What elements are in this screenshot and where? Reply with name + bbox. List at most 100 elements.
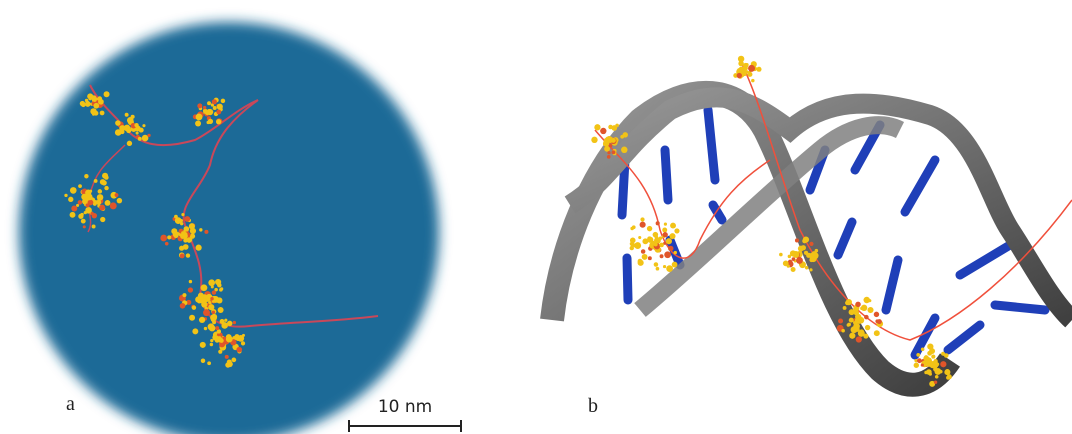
cluster-dot	[863, 297, 869, 303]
cluster-dot	[655, 236, 658, 239]
cluster-dot	[138, 137, 142, 141]
cluster-dot	[666, 238, 672, 244]
cluster-dot	[199, 228, 202, 231]
cluster-dot	[809, 268, 812, 271]
cluster-dot	[80, 101, 85, 106]
cluster-dot	[211, 317, 214, 320]
cluster-dot	[182, 293, 186, 297]
cluster-dot	[611, 125, 617, 131]
cluster-dot	[662, 228, 667, 233]
cluster-dot	[604, 146, 610, 152]
cluster-dot	[630, 246, 634, 250]
cluster-dot	[147, 134, 150, 137]
cluster-dot	[846, 299, 852, 305]
cluster-dot	[183, 244, 189, 250]
cluster-dot	[195, 121, 201, 127]
cluster-dot	[70, 187, 77, 194]
cluster-dot	[212, 99, 217, 104]
cluster-dot	[201, 284, 208, 291]
cluster-dot	[78, 184, 82, 188]
cluster-dot	[940, 361, 946, 367]
cluster-dot	[855, 302, 860, 307]
cluster-dot	[611, 138, 616, 143]
cluster-dot	[175, 217, 182, 224]
cluster-dot	[621, 147, 627, 153]
cluster-dot	[939, 370, 943, 374]
cluster-dot	[165, 242, 169, 246]
cluster-dot	[104, 175, 109, 180]
cluster-dot	[216, 110, 221, 115]
cluster-dot	[236, 347, 242, 353]
cluster-dot	[787, 265, 790, 268]
cluster-dot	[127, 141, 132, 146]
cluster-dot	[221, 322, 228, 329]
cluster-dot	[84, 174, 88, 178]
cluster-dot	[756, 67, 761, 72]
cluster-dot	[594, 124, 600, 130]
cluster-dot	[600, 128, 606, 134]
cluster-dot	[199, 317, 205, 323]
cluster-dot	[88, 95, 91, 98]
cluster-dot	[242, 334, 245, 337]
cluster-dot	[83, 225, 86, 228]
panel-b	[552, 56, 1072, 387]
cluster-dot	[70, 212, 76, 218]
cluster-dot	[181, 213, 184, 216]
cluster-dot	[233, 321, 236, 324]
cluster-dot	[201, 301, 207, 307]
cluster-dot	[660, 254, 664, 258]
cluster-dot	[192, 328, 198, 334]
cluster-dot	[672, 262, 678, 268]
cluster-dot	[791, 267, 796, 272]
scale-bar-label: 10 nm	[378, 397, 432, 417]
cluster-dot	[796, 257, 803, 264]
cluster-dot	[748, 65, 755, 72]
cluster-dot	[81, 219, 86, 224]
cluster-dot	[656, 221, 660, 225]
cluster-dot	[874, 330, 880, 336]
cluster-dot	[115, 193, 119, 197]
cluster-dot	[921, 347, 925, 351]
cluster-dot	[180, 303, 186, 309]
cluster-dot	[204, 230, 208, 234]
cluster-dot	[929, 361, 936, 368]
figure: a b 10 nm	[0, 0, 1072, 434]
cluster-dot	[809, 242, 813, 246]
cluster-dot	[877, 319, 882, 324]
cluster-dot	[174, 233, 179, 238]
cluster-dot	[136, 131, 139, 134]
cluster-dot	[221, 99, 226, 104]
cluster-dot	[97, 194, 104, 201]
cluster-dot	[838, 318, 843, 323]
cluster-dot	[620, 135, 624, 139]
cluster-dot	[88, 200, 94, 206]
cluster-dot	[98, 189, 103, 194]
cluster-dot	[183, 238, 187, 242]
panel-label: a	[66, 393, 75, 415]
cluster-dot	[849, 333, 855, 339]
cluster-dot	[843, 306, 847, 310]
cluster-dot	[117, 198, 122, 203]
cluster-dot	[659, 236, 662, 239]
cluster-dot	[100, 179, 106, 185]
cluster-dot	[931, 355, 935, 359]
cluster-dot	[104, 91, 110, 97]
cluster-dot	[100, 217, 105, 222]
cluster-dot	[609, 144, 613, 148]
cluster-dot	[874, 312, 879, 317]
cluster-dot	[196, 114, 203, 121]
cluster-dot	[94, 200, 97, 203]
cluster-dot	[215, 297, 218, 300]
cluster-dot	[207, 109, 213, 115]
cluster-dot	[809, 258, 813, 262]
cluster-dot	[674, 228, 679, 233]
cluster-dot	[659, 243, 664, 248]
cluster-dot	[142, 124, 145, 127]
cluster-dot	[216, 119, 221, 124]
cluster-dot	[640, 222, 646, 228]
cluster-dot	[219, 288, 223, 292]
cluster-dot	[867, 307, 873, 313]
cluster-dot	[219, 338, 223, 342]
cluster-dot	[181, 231, 184, 234]
cluster-dot	[861, 305, 867, 311]
